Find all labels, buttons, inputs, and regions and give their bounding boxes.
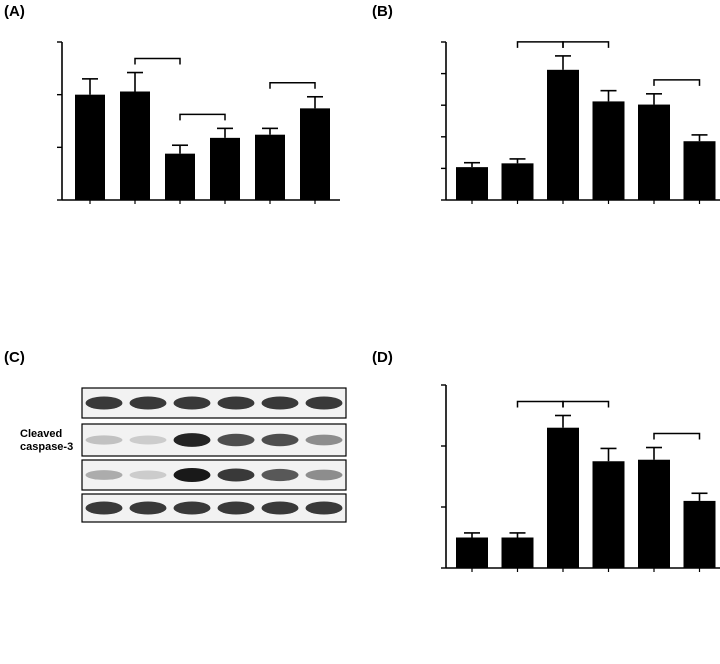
significance-bracket [562,41,610,48]
bar [255,134,285,200]
bar [456,167,488,200]
chart-b [441,41,720,204]
blot-band [173,468,211,482]
bar [638,104,670,200]
significance-bracket [516,400,564,408]
bar [638,459,670,568]
blot-band [217,501,255,515]
blot-band [85,435,123,445]
western-blot-c: Cleaved caspase-3 [20,387,347,523]
blot-strip [81,493,347,523]
blot-band [217,396,255,410]
blot-band [85,396,123,410]
bar [683,500,716,568]
significance-bracket [562,400,610,408]
bar [165,153,195,200]
blot-band [305,501,343,515]
blot-band [173,396,211,410]
blot-band [305,434,343,446]
bar [501,537,534,568]
blot-band [217,468,255,482]
panel-label-a: (A) [4,3,25,20]
bar [75,94,105,200]
bar [501,163,534,200]
bar [456,537,488,568]
bar [683,141,716,200]
blot-band [261,433,299,447]
blot-row-label-line: Cleaved [20,428,62,440]
blot-band [129,470,167,480]
significance-bracket [516,41,564,48]
blot-strip [81,423,347,457]
blot-row-label-line: caspase-3 [20,441,73,453]
bar [547,427,579,568]
significance-bracket [269,82,316,89]
blot-strip [81,387,347,419]
blot-strip [81,459,347,491]
significance-bracket [653,79,701,86]
panel-label-d: (D) [372,349,393,366]
significance-bracket [134,57,181,65]
blot-band [305,469,343,481]
blot-band [261,501,299,515]
bar [592,461,625,568]
panel-label-b: (B) [372,3,393,20]
bar [210,137,240,200]
blot-band [261,468,299,482]
significance-bracket [179,113,226,121]
bar [592,101,625,200]
blot-band [305,396,343,410]
bar [547,69,579,200]
blot-band [85,470,123,480]
chart-d [441,384,720,572]
blot-band [261,396,299,410]
panel-label-c: (C) [4,349,25,366]
chart-a [57,41,340,204]
bar [120,91,150,200]
blot-band [129,435,167,445]
bar [300,108,330,200]
blot-band [217,433,255,447]
blot-band [85,501,123,515]
significance-bracket [653,432,701,440]
blot-band [173,501,211,515]
blot-band [129,396,167,410]
blot-band [129,501,167,515]
blot-band [173,433,211,447]
blot-row-label: Cleaved caspase-3 [20,428,73,453]
